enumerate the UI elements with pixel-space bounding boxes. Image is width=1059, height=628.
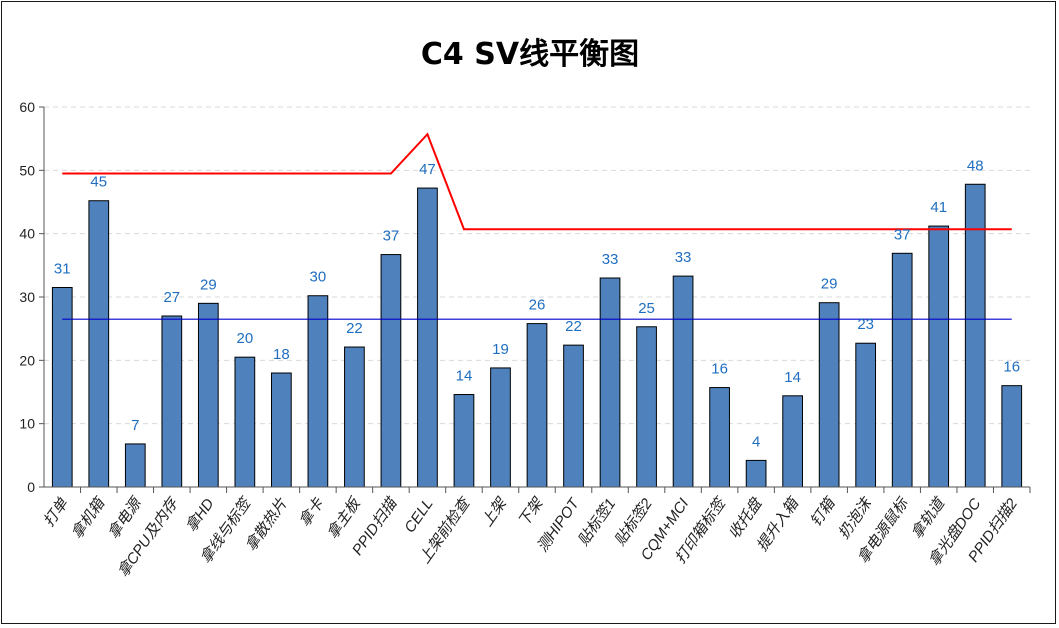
x-tick-label: 拿HD <box>183 495 218 535</box>
data-label: 18 <box>273 346 290 363</box>
bar <box>672 275 694 488</box>
bar <box>271 372 292 488</box>
x-tick-label: 拿机箱 <box>68 493 109 542</box>
data-label: 31 <box>54 261 71 278</box>
y-tick-label: 20 <box>19 352 35 368</box>
bar <box>88 200 110 488</box>
data-label: 14 <box>456 368 473 385</box>
bar <box>891 252 913 488</box>
x-tick-label: 上架 <box>479 494 511 530</box>
bar <box>380 254 402 488</box>
data-label: 16 <box>1003 359 1020 376</box>
bar <box>745 459 767 488</box>
chart-title: C4 SV线平衡图 <box>421 37 639 72</box>
data-label: 19 <box>492 341 509 358</box>
data-label: 23 <box>857 316 874 333</box>
data-label: 33 <box>602 251 619 268</box>
bar <box>51 287 73 488</box>
x-tick-label: 拿卡 <box>296 494 328 530</box>
data-label: 29 <box>200 276 217 293</box>
takt-line <box>62 132 1012 231</box>
bar <box>490 367 511 488</box>
bar <box>344 346 365 488</box>
x-tick-label: CELL <box>401 496 436 536</box>
data-label: 45 <box>90 174 107 191</box>
bar <box>307 295 329 488</box>
data-label: 14 <box>784 369 801 386</box>
y-axis: 0 10 20 30 40 50 60 <box>19 99 45 495</box>
x-tick-label: 钉箱 <box>807 493 840 530</box>
bar <box>563 344 584 488</box>
bar <box>855 342 877 488</box>
bar <box>636 326 657 488</box>
x-tick-label: 打单 <box>40 495 72 530</box>
data-label: 20 <box>237 330 254 347</box>
data-label: 47 <box>419 161 436 178</box>
y-tick-label: 10 <box>19 416 35 432</box>
data-label: 30 <box>310 269 327 286</box>
data-label: 22 <box>346 320 363 337</box>
data-label: 27 <box>163 289 180 306</box>
bar <box>234 356 256 488</box>
data-label: 48 <box>967 157 984 174</box>
bar <box>1001 385 1023 488</box>
data-label: 25 <box>638 300 655 317</box>
y-tick-label: 60 <box>19 99 35 115</box>
x-tick-label: 下架 <box>515 494 547 530</box>
bar <box>417 187 438 488</box>
bar <box>928 225 950 488</box>
data-label: 29 <box>821 276 838 293</box>
data-label: 4 <box>752 433 760 450</box>
data-label: 7 <box>131 417 139 434</box>
bar <box>161 315 183 488</box>
data-label: 37 <box>894 226 911 243</box>
y-tick-label: 50 <box>19 162 35 178</box>
y-tick-label: 40 <box>19 226 35 242</box>
bar <box>599 277 621 488</box>
bar <box>818 302 840 488</box>
reference-lines <box>62 132 1012 320</box>
data-label: 22 <box>565 318 582 335</box>
bar <box>124 443 146 488</box>
data-label: 37 <box>383 228 400 245</box>
data-labels: 3145727292018302237471419262233253316414… <box>54 157 1020 450</box>
bar <box>453 394 475 488</box>
bar <box>782 395 803 488</box>
bar <box>197 302 219 488</box>
bars <box>51 183 1023 488</box>
data-label: 26 <box>529 297 546 314</box>
y-tick-label: 30 <box>19 289 35 305</box>
data-label: 16 <box>711 361 728 378</box>
data-label: 33 <box>675 249 692 266</box>
data-label: 41 <box>930 199 947 216</box>
y-tick-label: 0 <box>27 479 35 495</box>
bar <box>526 323 548 488</box>
bar <box>709 387 730 488</box>
